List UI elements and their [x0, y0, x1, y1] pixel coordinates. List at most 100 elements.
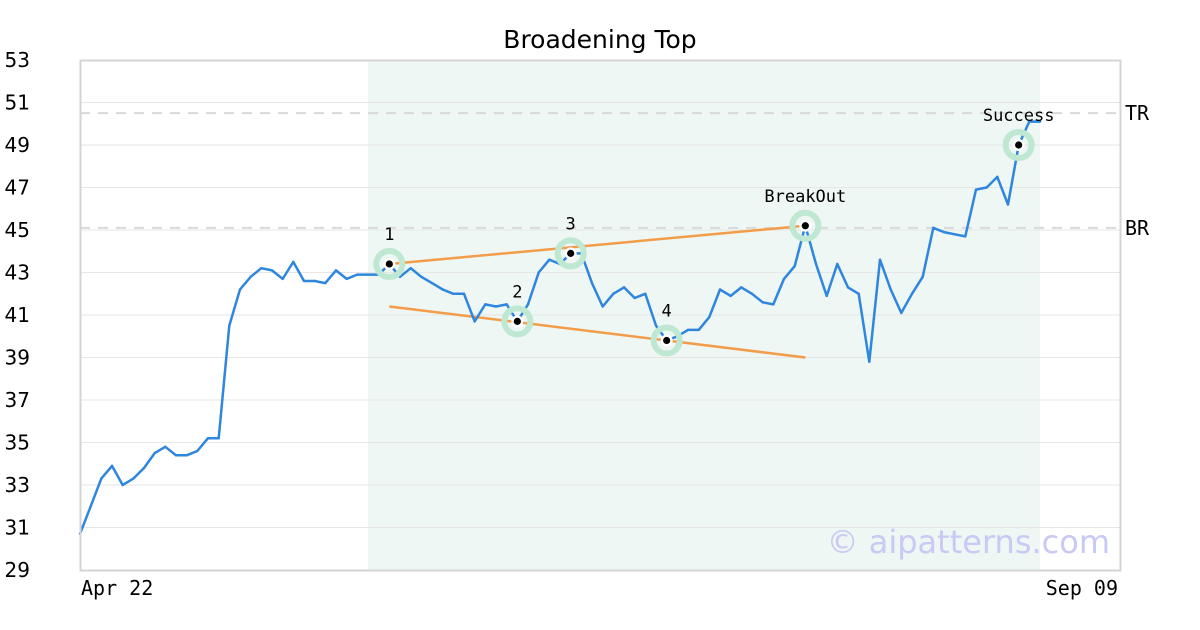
- y-tick-label: 37: [5, 388, 30, 412]
- marker-dot: [385, 260, 393, 268]
- annotation-label: Success: [983, 106, 1055, 126]
- data-point: [612, 292, 615, 295]
- data-point: [814, 262, 818, 266]
- data-point: [238, 288, 242, 291]
- y-tick-label: 41: [5, 303, 30, 327]
- y-tick-label: 31: [5, 516, 30, 540]
- data-point: [718, 288, 722, 291]
- data-point: [249, 275, 252, 278]
- data-point: [878, 258, 882, 261]
- data-point: [900, 311, 903, 315]
- y-tick-label: 39: [5, 346, 30, 370]
- y-tick-label: 43: [5, 261, 30, 285]
- data-point: [121, 483, 124, 487]
- data-point: [697, 328, 700, 332]
- data-point: [654, 324, 658, 327]
- data-point: [409, 267, 412, 270]
- marker-ring: [650, 324, 683, 357]
- data-point: [441, 288, 444, 291]
- data-point: [228, 324, 231, 327]
- data-point: [142, 466, 146, 470]
- watermark: © aipatterns.com: [827, 523, 1110, 561]
- data-point: [462, 292, 466, 295]
- data-point: [910, 292, 914, 295]
- data-point: [132, 477, 135, 480]
- data-point: [793, 264, 796, 268]
- marker-dot: [663, 336, 671, 345]
- y-tick-label: 53: [5, 48, 30, 72]
- data-point: [1028, 120, 1031, 123]
- y-tick-label: 29: [5, 558, 30, 582]
- data-point: [196, 449, 199, 453]
- data-point: [313, 279, 316, 283]
- data-point: [334, 269, 338, 272]
- data-point: [174, 454, 178, 457]
- data-point: [452, 292, 455, 295]
- marker-dot: [1015, 141, 1023, 149]
- marker-ring: [554, 237, 587, 270]
- data-point: [260, 267, 263, 270]
- data-point: [953, 233, 956, 236]
- data-point: [590, 281, 594, 285]
- y-tick-label: 45: [5, 218, 30, 242]
- data-point: [644, 292, 647, 295]
- data-point: [964, 235, 967, 238]
- marker-dot: [513, 317, 521, 325]
- data-point: [996, 175, 999, 179]
- data-point: [942, 230, 946, 234]
- data-point: [974, 188, 978, 191]
- data-point: [153, 451, 156, 455]
- data-point: [750, 292, 754, 295]
- annotation-label: BreakOut: [764, 187, 846, 207]
- data-point: [526, 303, 530, 306]
- data-point: [420, 275, 423, 278]
- data-point: [473, 320, 476, 323]
- data-point: [601, 305, 604, 308]
- data-point: [324, 281, 327, 285]
- y-tick-label: 49: [5, 133, 30, 157]
- data-point: [889, 288, 892, 291]
- pattern-markers: 1 2 3 4 BreakOut Success: [373, 106, 1055, 357]
- data-point: [100, 477, 103, 480]
- level-lines: TR BR: [80, 101, 1150, 240]
- data-point: [345, 277, 348, 281]
- data-point: [857, 292, 860, 295]
- data-point: [1038, 120, 1042, 123]
- data-point: [825, 294, 828, 298]
- marker-ring: [789, 209, 822, 242]
- plot-frame: [79, 59, 1122, 572]
- data-point: [110, 464, 114, 468]
- data-point: [772, 303, 775, 306]
- data-point: [836, 262, 839, 266]
- y-axis-ticks: 29 31 33 35 37 39 41 43 45 47 49 51 53: [5, 48, 30, 582]
- data-point: [206, 437, 210, 440]
- x-axis-ticks: Apr 22 Sep 09: [81, 576, 1118, 600]
- marker-ring: [373, 248, 406, 280]
- data-point: [537, 271, 540, 274]
- marker-dot: [567, 249, 575, 257]
- data-point: [302, 279, 306, 283]
- data-point: [932, 226, 935, 230]
- data-point: [868, 360, 871, 363]
- data-point: [89, 505, 92, 508]
- annotation-label: 2: [512, 282, 522, 302]
- data-point: [430, 281, 434, 285]
- data-point: [484, 303, 487, 306]
- data-point: [633, 296, 636, 300]
- data-point: [761, 301, 764, 304]
- annotation-label: 3: [566, 214, 576, 234]
- data-point: [281, 277, 284, 281]
- data-point: [505, 303, 508, 306]
- data-point: [846, 286, 850, 289]
- data-point: [740, 286, 743, 289]
- data-point: [217, 437, 220, 440]
- x-tick-label-start: Apr 22: [81, 576, 153, 600]
- chart-title: Broadening Top: [503, 25, 696, 54]
- y-tick-label: 47: [5, 176, 30, 200]
- data-point: [921, 275, 924, 278]
- data-point: [366, 273, 370, 276]
- marker-dot: [801, 222, 809, 230]
- y-tick-label: 33: [5, 473, 30, 497]
- marker-ring: [1002, 129, 1035, 161]
